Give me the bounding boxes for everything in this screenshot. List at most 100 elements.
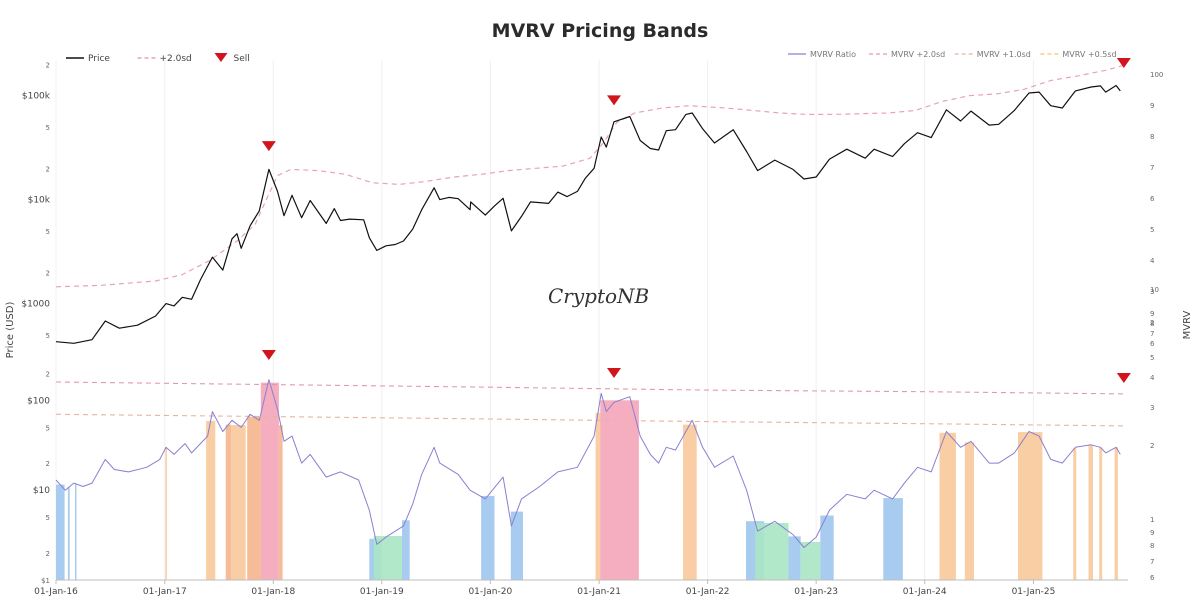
zone-band-mid [1018, 432, 1043, 580]
x-tick-label: 01-Jan-24 [903, 587, 947, 597]
legend-mvrv-label: MVRV +1.0sd [977, 50, 1031, 59]
mvrv-lower-tick-label: 7 [1150, 330, 1154, 338]
zone-band-low [883, 498, 903, 580]
price-tick-label: 2 [46, 61, 50, 69]
legend-mvrv-label: MVRV +0.5sd [1062, 50, 1116, 59]
zone-band-low [820, 515, 834, 580]
mvrv-price-tick-label: $10 [33, 486, 50, 496]
zone-band-low [56, 484, 65, 580]
mvrv-lower-tick-label: 9 [1150, 310, 1154, 318]
sell-marker [261, 141, 276, 152]
mvrv-panel: $1 2 5 $10 2 5 $100 2 6 7 8 9 1 2 3 4 5 6 7 8 9 10 01-Jan-16 01… [27, 286, 1159, 597]
zone-band-mid [1114, 447, 1118, 580]
mvrv-lower-tick-label: 1 [1150, 516, 1154, 524]
zone-band-mid [1099, 447, 1103, 580]
watermark-text: CryptoNB [548, 284, 649, 308]
legend-sell-swatch [214, 53, 228, 62]
mvrv-lower-tick-label: 6 [1150, 340, 1155, 348]
mvrv-price-tick-label: 5 [46, 424, 50, 432]
price-tick-label: $10k [28, 196, 51, 206]
mvrv-upper-tick-label: 6 [1150, 195, 1155, 203]
mvrv-lower-tick-label: 9 [1150, 529, 1154, 537]
mvrv-legend: MVRV Ratio MVRV +2.0sd MVRV +1.0sd MVRV +0.… [788, 50, 1117, 59]
mvrv-upper-tick-label: 3 [1150, 288, 1154, 296]
chart-title: MVRV Pricing Bands [492, 20, 709, 42]
x-tick-label: 01-Jan-25 [1012, 587, 1056, 597]
zone-band-deep [373, 536, 402, 580]
price-tick-label: 5 [46, 124, 50, 132]
zone-band-mid [1073, 448, 1077, 580]
sell-marker [1116, 58, 1131, 68]
price-tick-label: $100k [22, 92, 51, 102]
zone-band-deep [800, 542, 821, 580]
sell-marker [1116, 373, 1131, 383]
mvrv-lower-tick-label: 5 [1150, 354, 1154, 362]
mvrv-mvrv10sd-line [55, 413, 1124, 427]
zone-band-mid [595, 412, 601, 580]
zone-band-mid [206, 420, 216, 580]
mvrv-price-tick-label: 5 [46, 514, 50, 522]
zone-band-high [279, 425, 283, 580]
zone-band-low [481, 496, 495, 580]
mvrv-upper-tick-label: 5 [1150, 226, 1154, 234]
mvrv-upper-tick-label: 8 [1150, 133, 1154, 141]
mvrv-ratio-line [55, 379, 1121, 548]
x-tick-label: 01-Jan-21 [577, 587, 621, 597]
mvrv-lower-tick-label: 3 [1150, 404, 1154, 412]
legend-price-label: Price [88, 54, 110, 64]
sell-marker [606, 368, 621, 378]
mvrv-axis-label: MVRV [1182, 310, 1193, 339]
mvrv-price-tick-label: $100 [27, 396, 50, 406]
price-panel: 5 $1000 2 5 $10k 2 5 $100k 2 2 3 4 5 6 7 8 9 100 [21, 58, 1163, 580]
x-tick-label: 01-Jan-17 [143, 587, 187, 597]
mvrv-price-tick-label: 2 [46, 550, 50, 558]
mvrv-lower-tick-label: 6 [1150, 574, 1155, 582]
mvrv-upper-tick-label: 9 [1150, 102, 1154, 110]
zone-band-low [510, 511, 523, 580]
x-tick-label: 01-Jan-16 [34, 587, 78, 597]
mvrv-upper-tick-label: 2 [1150, 319, 1154, 327]
mvrv-upper-tick-label: 7 [1150, 164, 1154, 172]
x-tick-label: 01-Jan-20 [468, 587, 512, 597]
zone-band-high [247, 416, 261, 580]
zone-band-low [75, 483, 77, 580]
sd2-band-line [55, 64, 1124, 288]
mvrv-lower-tick-label: 10 [1150, 286, 1159, 294]
mvrv-upper-tick-label: 4 [1150, 257, 1155, 265]
mvrv-lower-tick-label: 8 [1150, 542, 1154, 550]
zone-band-mid [1088, 444, 1093, 580]
price-axis-label: Price (USD) [5, 302, 16, 359]
sell-marker [261, 350, 276, 360]
legend-mvrv-label: MVRV +2.0sd [891, 50, 945, 59]
zone-band-low [402, 520, 410, 580]
price-tick-label: $1000 [21, 300, 50, 310]
mvrv-price-tick-label: 2 [46, 460, 50, 468]
zone-band-top [260, 382, 279, 580]
mvrv-lower-tick-label: 2 [1150, 442, 1154, 450]
mvrv-lower-tick-label: 4 [1150, 374, 1155, 382]
x-tick-label: 01-Jan-22 [686, 587, 730, 597]
legend-sell-label: Sell [234, 54, 250, 64]
x-tick-label: 01-Jan-18 [251, 587, 295, 597]
mvrv-lower-tick-label: 8 [1150, 320, 1154, 328]
price-tick-label: 2 [46, 269, 50, 277]
price-tick-label: 5 [46, 228, 50, 236]
zone-band-mid [231, 425, 246, 580]
mvrv-upper-tick-label: 100 [1150, 71, 1163, 79]
zone-band-high [225, 424, 232, 580]
x-tick-label: 01-Jan-19 [360, 587, 404, 597]
legend-mvrv-label: MVRV Ratio [810, 50, 856, 59]
zone-band-low [67, 487, 70, 580]
mvrv-price-tick-label: $1 [41, 577, 50, 585]
zone-band-mid [964, 442, 974, 580]
price-tick-label: 2 [46, 165, 50, 173]
zone-band-top [600, 400, 639, 580]
price-tick-label: 5 [46, 332, 50, 340]
mvrv-price-tick-label: 2 [46, 370, 50, 378]
price-legend: Price +2.0sd Sell [66, 53, 250, 64]
zone-band-mid [939, 432, 956, 580]
x-tick-label: 01-Jan-23 [794, 587, 838, 597]
sell-marker [606, 95, 621, 106]
mvrv-lower-tick-label: 7 [1150, 558, 1154, 566]
